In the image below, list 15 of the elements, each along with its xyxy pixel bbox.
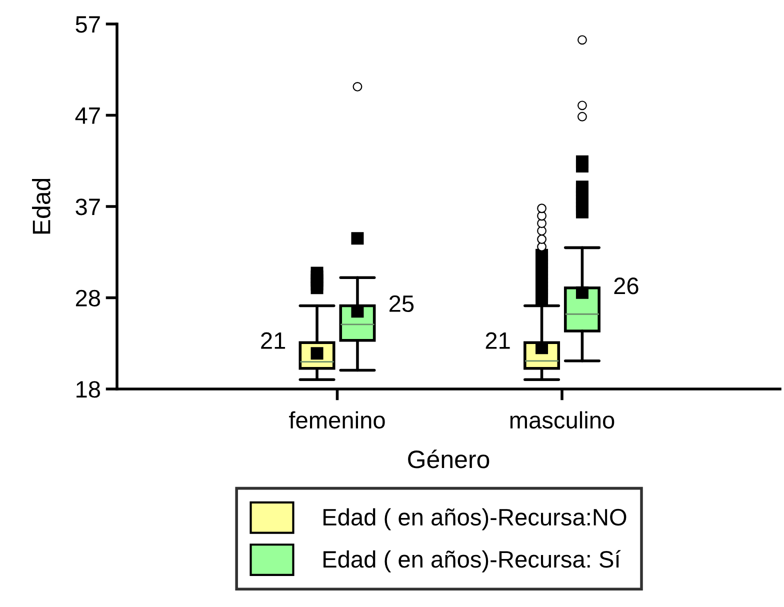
y-tick-label: 57 bbox=[76, 16, 100, 33]
y-axis-title: Edad bbox=[32, 178, 50, 234]
y-tick-label: 28 bbox=[76, 290, 100, 307]
text: 21 bbox=[486, 332, 510, 349]
x-tick-label: masculino bbox=[510, 411, 614, 429]
text: 26 bbox=[614, 278, 638, 294]
legend-label: Edad ( en años)-Recursa: Sí bbox=[324, 550, 621, 572]
y-tick-label: 37 bbox=[76, 198, 100, 216]
x-tick-label: femenino bbox=[289, 411, 385, 429]
text: 21 bbox=[261, 332, 286, 349]
x-axis-title: Género bbox=[408, 450, 490, 468]
y-tick-label: 18 bbox=[76, 381, 100, 398]
legend-label: Edad ( en años)-Recursa:NO bbox=[324, 508, 626, 530]
text: 25 bbox=[390, 295, 414, 312]
y-tick-label: 47 bbox=[75, 108, 100, 124]
